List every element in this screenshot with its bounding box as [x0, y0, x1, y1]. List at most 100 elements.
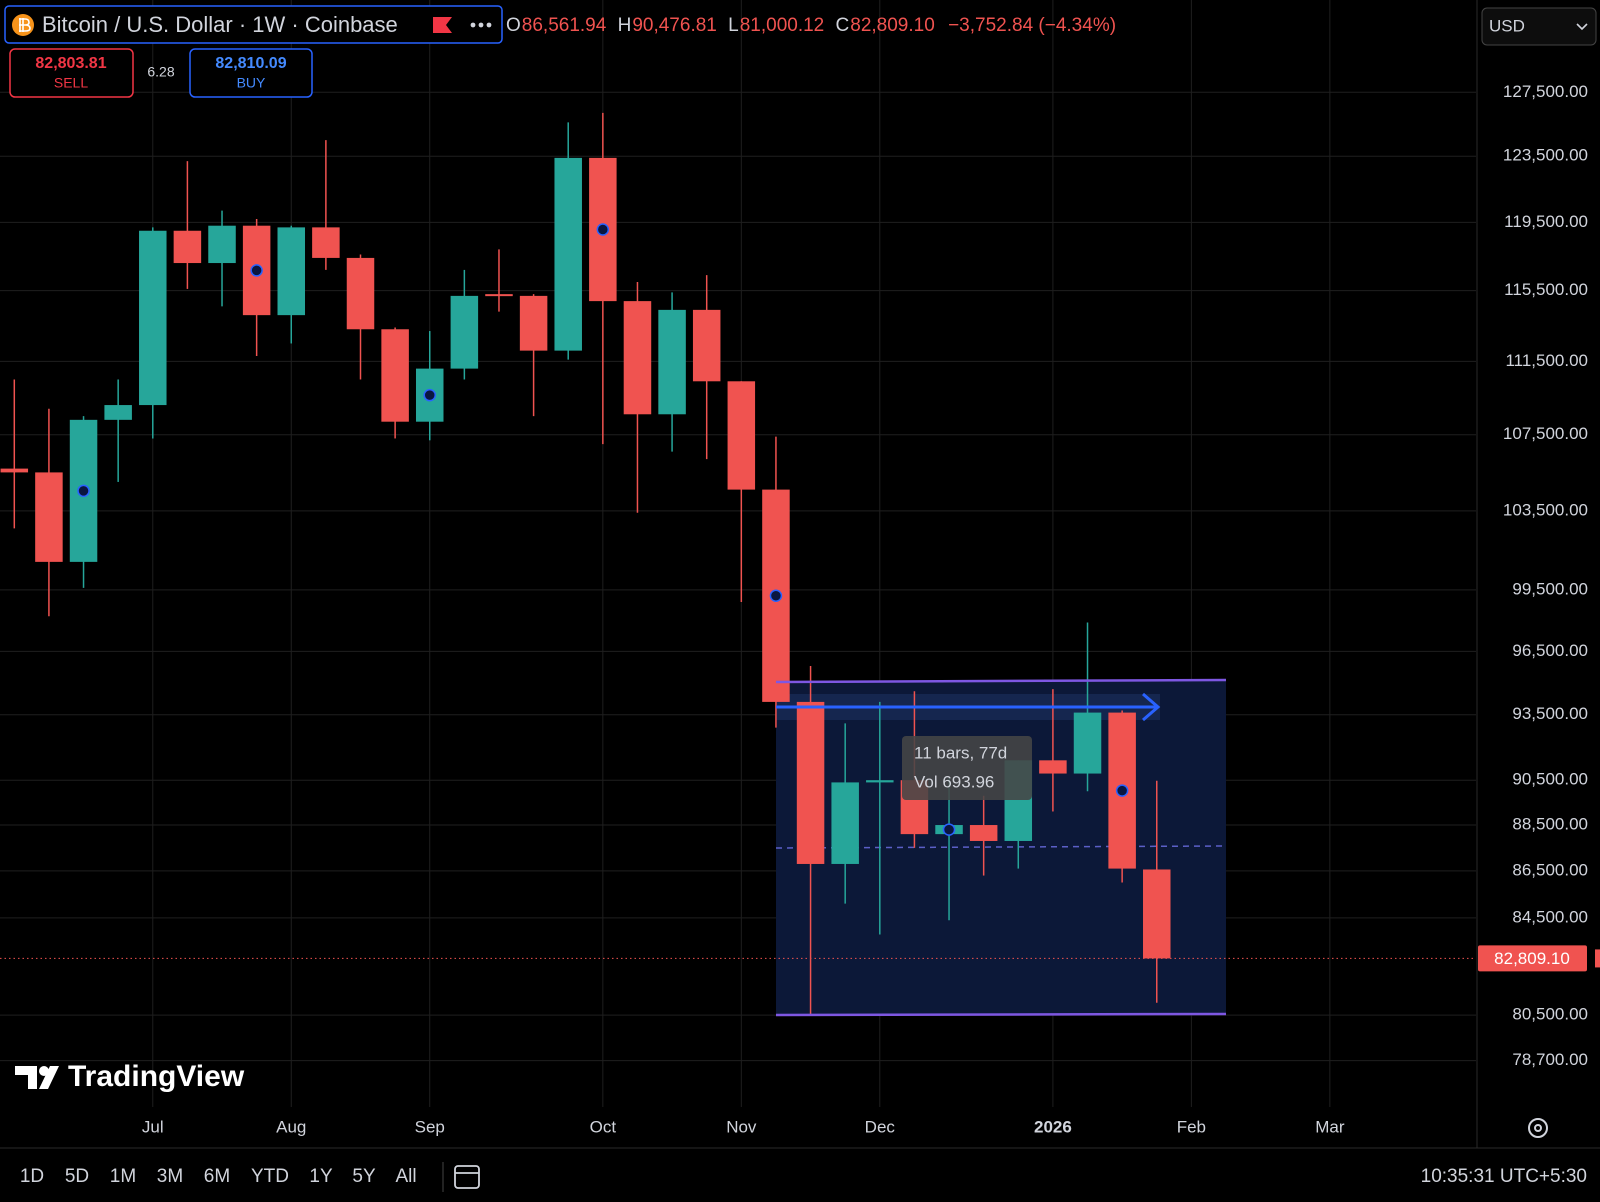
currency[interactable]: USD [1489, 16, 1525, 35]
bitcoin-glyph [19, 18, 31, 32]
x-tick-label: Nov [726, 1117, 757, 1136]
legend-value: 81,000.12 [740, 15, 825, 36]
y-tick-label: 88,500.00 [1512, 815, 1588, 834]
event-marker [1115, 784, 1129, 797]
candles [0, 112, 1171, 1016]
logo: TradingView [15, 1060, 245, 1093]
more-dot[interactable] [486, 22, 492, 28]
candle-body [277, 227, 306, 316]
last-price-marker [1595, 949, 1600, 968]
candle-body [381, 329, 409, 422]
x-tick-label: Dec [865, 1117, 896, 1136]
overlay: 11 bars, 77d Vol 693.96 [0, 678, 1476, 1017]
legend-value: 82,809.10 [850, 15, 935, 36]
settings-icon[interactable] [1528, 1118, 1548, 1138]
y-tick-label: 96,500.00 [1512, 641, 1588, 660]
x-tick-label: 2026 [1034, 1117, 1072, 1136]
logo-mark [15, 1066, 37, 1089]
candle-body [485, 294, 513, 297]
y-tick-label: 99,500.00 [1512, 579, 1588, 598]
event-marker [596, 223, 610, 236]
y-tick-label: 119,500.00 [1504, 212, 1588, 231]
event-marker [769, 589, 783, 603]
event-marker [77, 484, 90, 498]
sell-price[interactable]: 82,803.81 [35, 55, 106, 72]
last-price-label: 82,809.10 [1494, 949, 1570, 968]
candle-body [35, 472, 63, 562]
y-tick-label: 115,500.00 [1504, 280, 1588, 299]
candle-body [554, 157, 582, 351]
candle-body [866, 780, 894, 783]
event-marker [250, 264, 263, 277]
event-marker [942, 823, 956, 836]
buy-button[interactable] [189, 48, 313, 98]
candle-body [519, 295, 548, 351]
candle-body [969, 825, 998, 841]
range-button[interactable]: All [395, 1166, 416, 1187]
gear-core[interactable] [1534, 1124, 1542, 1132]
y-tick-label: 123,500.00 [1503, 146, 1588, 165]
gear[interactable] [1528, 1118, 1548, 1138]
candle-body [796, 701, 825, 864]
y-tick-label: 80,500.00 [1512, 1005, 1588, 1024]
range-button[interactable]: 1Y [309, 1166, 333, 1187]
legend-label: C [836, 15, 850, 36]
candle-body [831, 782, 859, 864]
flag-icon[interactable] [433, 17, 452, 33]
symbol-box[interactable] [4, 5, 503, 44]
symbol-title: Bitcoin / U.S. Dollar · 1W · Coinbase [42, 12, 398, 37]
measure-bars: 11 bars, 77d [914, 743, 1007, 762]
currency-select[interactable] [1481, 7, 1597, 46]
x-tick-label: Sep [415, 1117, 445, 1136]
y-tick-label: 84,500.00 [1512, 907, 1588, 926]
candle-body [1039, 760, 1067, 774]
measure-mid-line [775, 845, 1227, 849]
candle-body [727, 381, 756, 490]
range-button[interactable]: 6M [204, 1166, 230, 1187]
measure-volume: Vol 693.96 [914, 772, 994, 791]
x-tick-label: Mar [1315, 1117, 1345, 1136]
measure-top-line [775, 678, 1227, 684]
y-tick-label: 93,500.00 [1512, 704, 1588, 723]
more-dot[interactable] [478, 22, 484, 28]
event-marker [423, 388, 436, 402]
buy-label[interactable]: BUY [237, 75, 266, 91]
measure-arrow-head [1142, 692, 1161, 722]
y-tick-label: 78,700.00 [1512, 1050, 1588, 1069]
more-dot[interactable] [470, 22, 476, 28]
range-button[interactable]: 1M [110, 1166, 136, 1187]
legend-value: 90,476.81 [632, 15, 717, 36]
legend-label: H [618, 15, 632, 36]
last-price-tag [1478, 945, 1587, 972]
range-button[interactable]: YTD [251, 1166, 289, 1187]
legend-label: L [728, 15, 739, 36]
candle-body [208, 225, 236, 264]
x-tick-label: Oct [590, 1117, 617, 1136]
range-button[interactable]: 5Y [352, 1166, 376, 1187]
candle-body [139, 230, 167, 406]
candle-body [1073, 712, 1102, 774]
candle-body [104, 405, 132, 420]
candle-body [0, 468, 29, 473]
range-button[interactable]: 5D [65, 1166, 89, 1187]
sell-button[interactable] [9, 48, 134, 98]
candle-body [658, 309, 686, 415]
sell-label[interactable]: SELL [54, 75, 88, 91]
measure-tooltip [902, 736, 1032, 800]
clock: 10:35:31 UTC+5:30 [1421, 1166, 1587, 1187]
bottom-toolbar: 10:35:31 UTC+5:30 1D 5D 1M 3M 6M YTD 1Y 5Y All [20, 1162, 1587, 1192]
header: Bitcoin / U.S. Dollar · 1W · Coinbase O8… [4, 5, 1597, 98]
chevron[interactable] [1576, 23, 1588, 31]
candle-body [312, 227, 340, 258]
calendar-icon[interactable] [454, 1165, 480, 1189]
range-button[interactable]: 1D [20, 1166, 44, 1187]
logo-text: TradingView [68, 1060, 245, 1093]
legend-change: −3,752.84 (−4.34%) [948, 15, 1116, 36]
range-button[interactable]: 3M [157, 1166, 183, 1187]
y-tick-label: 86,500.00 [1512, 860, 1588, 879]
candle-body [173, 230, 202, 264]
legend-value: 86,561.94 [522, 15, 607, 36]
buy-price[interactable]: 82,810.09 [215, 55, 286, 72]
